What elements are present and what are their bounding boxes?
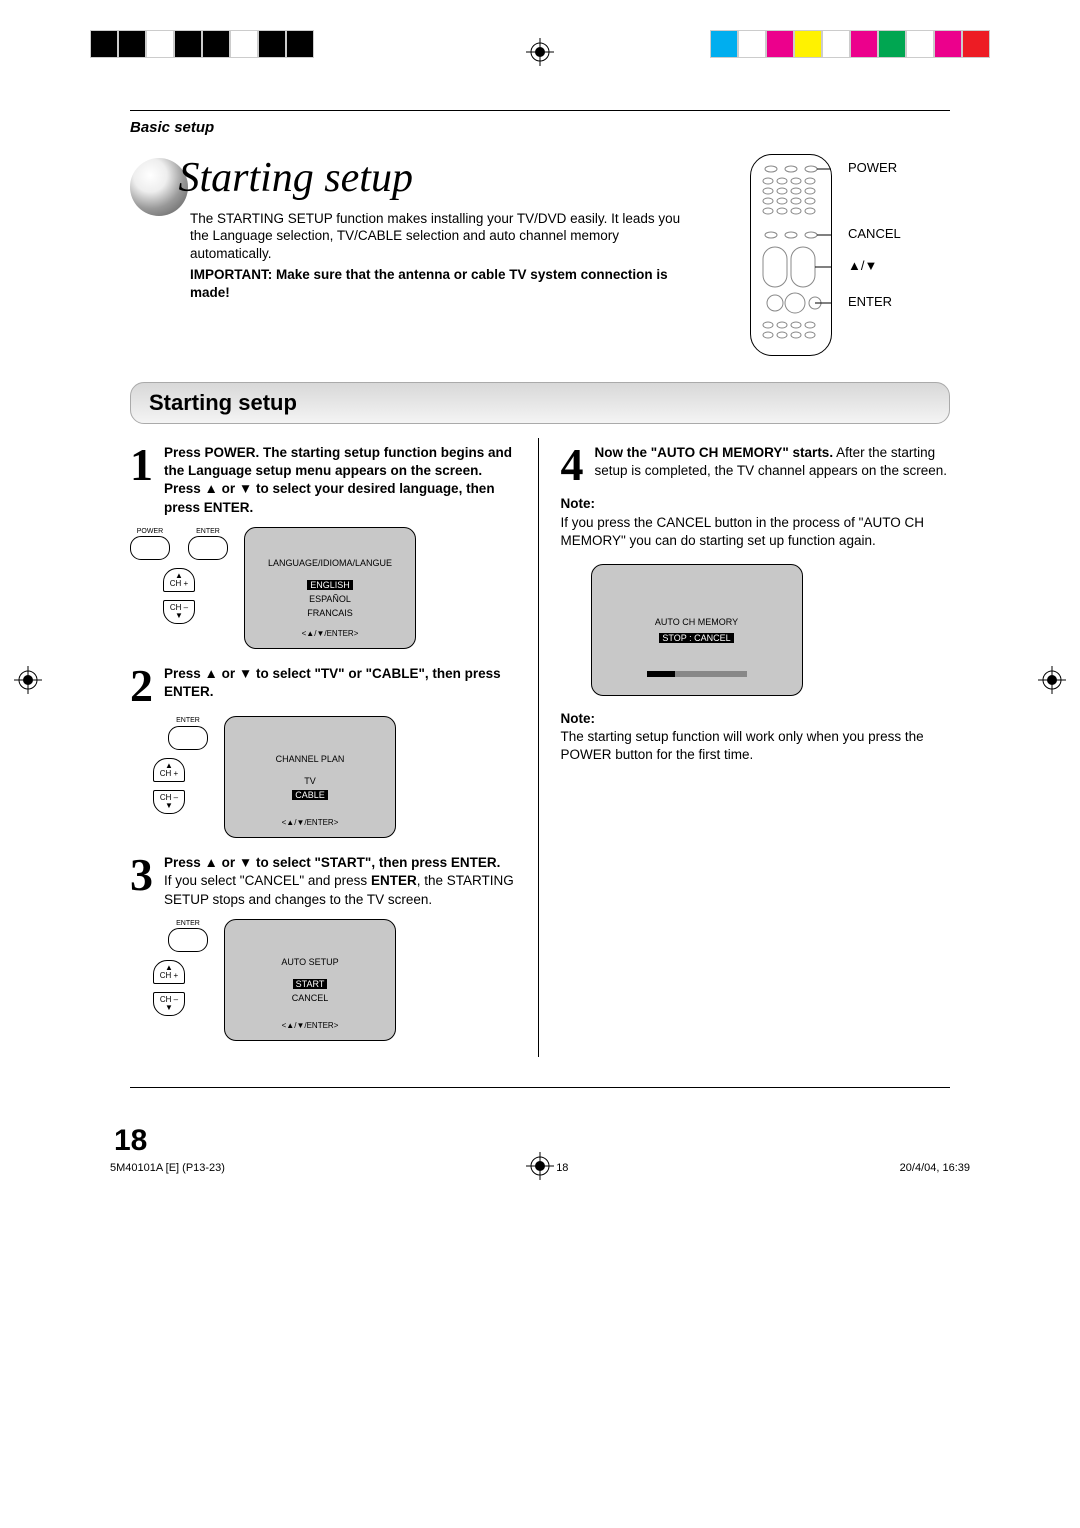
screen-item-selected: START <box>293 979 328 989</box>
step-4: 4 Now the "AUTO CH MEMORY" starts. After… <box>561 444 951 485</box>
btn-label-power: POWER <box>130 527 170 536</box>
progress-bar <box>647 671 747 677</box>
note2-title: Note: <box>561 710 951 728</box>
screen-item-selected: ENGLISH <box>307 580 353 590</box>
section-banner: Starting setup <box>130 382 950 424</box>
page-title: Starting setup <box>178 154 413 202</box>
registration-mark-bottom <box>526 1152 554 1180</box>
note-text: If you press the CANCEL button in the pr… <box>561 514 951 550</box>
remote-label-cancel: CANCEL <box>848 226 901 241</box>
ch-up-icon: ▲CH + <box>153 758 185 782</box>
step-number: 2 <box>130 665 164 706</box>
screen-channel-plan: CHANNEL PLAN TV CABLE <▲/▼/ENTER> <box>224 716 396 838</box>
ch-up-icon: ▲CH + <box>163 568 195 592</box>
step-number: 1 <box>130 444 164 517</box>
colorbar-left <box>90 30 314 58</box>
screen-item-selected: CABLE <box>292 790 328 800</box>
screen-title: LANGUAGE/IDIOMA/LANGUE <box>268 557 392 569</box>
note2-text: The starting setup function will work on… <box>561 728 951 764</box>
step-3-plain: If you select "CANCEL" and press ENTER, … <box>164 872 520 908</box>
screen-title: CHANNEL PLAN <box>276 753 345 765</box>
step-2-text: Press ▲ or ▼ to select "TV" or "CABLE", … <box>164 666 501 699</box>
step-3: 3 Press ▲ or ▼ to select "START", then p… <box>130 854 520 909</box>
remote-label-enter: ENTER <box>848 294 892 309</box>
footer-right: 20/4/04, 16:39 <box>900 1162 970 1174</box>
ch-down-icon: CH –▼ <box>163 600 195 624</box>
screen-item: TV <box>304 775 316 787</box>
screen-footer: <▲/▼/ENTER> <box>302 629 359 640</box>
intro-text: The STARTING SETUP function makes instal… <box>190 210 690 263</box>
step-2: 2 Press ▲ or ▼ to select "TV" or "CABLE"… <box>130 665 520 706</box>
screen-title: AUTO SETUP <box>281 956 338 968</box>
screen-item: ESPAÑOL <box>309 593 351 605</box>
screen-language: LANGUAGE/IDIOMA/LANGUE ENGLISH ESPAÑOL F… <box>244 527 416 649</box>
ch-down-icon: CH –▼ <box>153 790 185 814</box>
footer-center: 18 <box>556 1162 568 1174</box>
remote-label-power: POWER <box>848 160 897 175</box>
step-1-text: Press POWER. The starting setup function… <box>164 445 512 515</box>
power-button-icon <box>130 536 170 560</box>
left-column: 1 Press POWER. The starting setup functi… <box>130 438 539 1057</box>
step-number: 4 <box>561 444 595 485</box>
colorbar-right <box>710 30 990 58</box>
screen-auto-ch-memory: AUTO CH MEMORY STOP : CANCEL <box>591 564 803 696</box>
screen-footer: <▲/▼/ENTER> <box>282 818 339 829</box>
btn-label-enter: ENTER <box>168 919 208 928</box>
enter-button-icon <box>168 928 208 952</box>
enter-button-icon <box>188 536 228 560</box>
ch-up-icon: ▲CH + <box>153 960 185 984</box>
printer-marks-top <box>0 30 1080 100</box>
step-1: 1 Press POWER. The starting setup functi… <box>130 444 520 517</box>
intro-block: The STARTING SETUP function makes instal… <box>190 210 690 302</box>
print-footer: 5M40101A [E] (P13-23) 18 20/4/04, 16:39 <box>0 1148 1080 1200</box>
screen-item: CANCEL <box>292 992 329 1004</box>
step-4-bold: Now the "AUTO CH MEMORY" starts. <box>595 445 834 460</box>
step-number: 3 <box>130 854 164 909</box>
btn-label-enter: ENTER <box>168 716 208 725</box>
step-1-figure: POWER ENTER ▲CH + CH –▼ LANGUAGE/IDIOMA/… <box>130 527 520 649</box>
note-title: Note: <box>561 495 951 513</box>
section-label: Basic setup <box>130 119 950 136</box>
step-2-figure: ENTER ▲CH + CH –▼ CHANNEL PLAN TV CABLE … <box>130 716 520 838</box>
btn-label-enter: ENTER <box>188 527 228 536</box>
step-3-figure: ENTER ▲CH + CH –▼ AUTO SETUP START CANCE… <box>130 919 520 1041</box>
screen-footer: <▲/▼/ENTER> <box>282 1021 339 1032</box>
enter-button-icon <box>168 726 208 750</box>
registration-mark-top <box>526 38 554 66</box>
screen-title: AUTO CH MEMORY <box>655 616 738 628</box>
screen-item: FRANCAIS <box>307 607 353 619</box>
registration-mark-left <box>14 666 42 694</box>
remote-label-arrows: ▲/▼ <box>848 258 877 273</box>
screen-auto-setup: AUTO SETUP START CANCEL <▲/▼/ENTER> <box>224 919 396 1041</box>
ch-down-icon: CH –▼ <box>153 992 185 1016</box>
important-text: IMPORTANT: Make sure that the antenna or… <box>190 266 690 301</box>
registration-mark-right <box>1038 666 1066 694</box>
screen-subtitle: STOP : CANCEL <box>659 633 733 643</box>
step-3-text: Press ▲ or ▼ to select "START", then pre… <box>164 855 500 870</box>
right-column: 4 Now the "AUTO CH MEMORY" starts. After… <box>561 438 951 1057</box>
page-content: Basic setup Starting setup The STARTING … <box>100 100 980 1148</box>
top-rule <box>130 110 950 111</box>
remote-diagram: POWER CANCEL ▲/▼ ENTER <box>750 154 950 356</box>
footer-left: 5M40101A [E] (P13-23) <box>110 1162 225 1174</box>
